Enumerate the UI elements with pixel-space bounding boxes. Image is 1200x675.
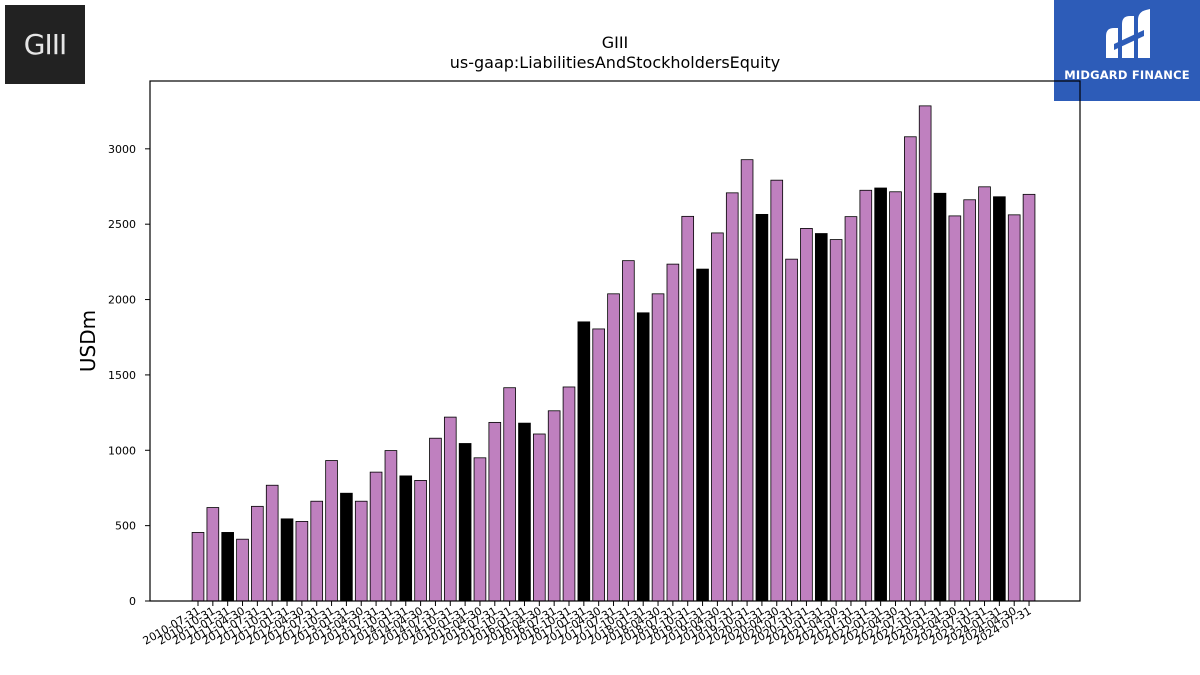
- bar-2020-07-31: [785, 258, 798, 602]
- y-tick-label: 3000: [108, 143, 136, 156]
- midgard-finance-logo-text: MIDGARD FINANCE: [1064, 68, 1190, 82]
- bar-2021-01-31: [814, 233, 828, 602]
- bar-2016-01-31: [518, 422, 531, 602]
- bar-2013-04-30: [354, 500, 368, 602]
- bar-2013-10-31: [384, 450, 398, 602]
- bar-2021-07-31: [844, 216, 858, 602]
- y-tick-label: 2000: [108, 294, 136, 307]
- bar-2011-04-30: [236, 538, 249, 602]
- y-tick-label: 500: [115, 520, 136, 533]
- bar-2014-01-31: [399, 475, 413, 602]
- bar-2022-04-30: [889, 191, 902, 602]
- bar-2022-07-31: [904, 136, 917, 602]
- bar-2023-01-31: [933, 192, 947, 602]
- bar-2021-04-30: [829, 239, 843, 602]
- chart-title: GIII: [602, 33, 629, 52]
- bar-2014-04-30: [414, 480, 427, 602]
- bar-2019-07-31: [725, 192, 739, 602]
- bar-2024-04-30: [1007, 214, 1021, 602]
- bar-2018-07-31: [666, 263, 680, 602]
- bar-2017-01-31: [577, 321, 591, 602]
- bar-2019-01-31: [696, 268, 709, 602]
- bar-2014-10-31: [443, 416, 457, 602]
- bar-2011-07-31: [251, 505, 264, 602]
- bar-2023-04-30: [948, 215, 962, 602]
- bar-2012-07-31: [310, 500, 324, 602]
- giii-logo-text: GIII: [23, 28, 67, 61]
- bar-2018-10-31: [681, 215, 695, 602]
- x-axis: 2010-07-312010-10-312011-01-312011-04-30…: [141, 601, 1034, 648]
- chart-subtitle: us-gaap:LiabilitiesAndStockholdersEquity: [450, 53, 781, 72]
- bar-2011-10-31: [265, 484, 279, 602]
- bar-2022-01-31: [874, 187, 887, 602]
- bar-2013-01-31: [340, 492, 353, 602]
- bar-2015-01-31: [458, 443, 472, 602]
- bar-series: [191, 105, 1036, 602]
- bar-2019-10-31: [740, 159, 754, 602]
- bar-2014-07-31: [429, 437, 442, 602]
- y-tick-label: 1000: [108, 444, 136, 457]
- bar-2024-07-31: [1022, 193, 1036, 602]
- giii-logo: GIII: [5, 5, 85, 84]
- bar-2010-10-31: [206, 507, 220, 602]
- midgard-emblem-icon: [1106, 9, 1150, 58]
- y-axis: 0 500 1000 1500 2000 2500 3000: [108, 143, 150, 608]
- bar-2012-01-31: [280, 518, 294, 602]
- bar-2015-04-30: [473, 457, 487, 602]
- plot-frame: [149, 80, 1081, 602]
- bar-2020-01-31: [755, 213, 769, 602]
- y-tick-label: 2500: [108, 218, 136, 231]
- y-tick-label: 0: [129, 595, 136, 608]
- bar-2024-01-31: [993, 196, 1006, 602]
- y-axis-label: USDm: [76, 310, 100, 372]
- bar-2016-04-30: [533, 433, 546, 602]
- bar-2013-07-31: [369, 471, 383, 602]
- bar-2018-04-30: [651, 293, 665, 602]
- y-tick-label: 1500: [108, 369, 136, 382]
- bar-2021-10-31: [859, 189, 873, 602]
- bar-2022-10-31: [918, 105, 932, 602]
- bar-2010-07-31: [191, 532, 205, 602]
- bar-2017-10-31: [622, 260, 635, 602]
- bar-2018-01-31: [636, 312, 650, 602]
- bar-2012-04-30: [295, 521, 309, 602]
- bar-2015-07-31: [488, 421, 502, 602]
- bar-2017-07-31: [607, 293, 620, 602]
- bar-2023-10-31: [978, 186, 991, 602]
- bar-2012-10-31: [325, 460, 338, 602]
- bar-2019-04-30: [711, 232, 724, 602]
- bar-2015-10-31: [503, 387, 516, 602]
- bar-2023-07-31: [963, 199, 976, 602]
- bar-2017-04-30: [592, 328, 605, 602]
- bar-2016-07-31: [547, 410, 561, 602]
- midgard-finance-logo: MIDGARD FINANCE: [1054, 0, 1200, 101]
- bar-2016-10-31: [562, 386, 576, 602]
- bar-2020-04-30: [770, 179, 784, 602]
- bar-2020-10-31: [800, 228, 813, 602]
- bar-2011-01-31: [221, 532, 234, 602]
